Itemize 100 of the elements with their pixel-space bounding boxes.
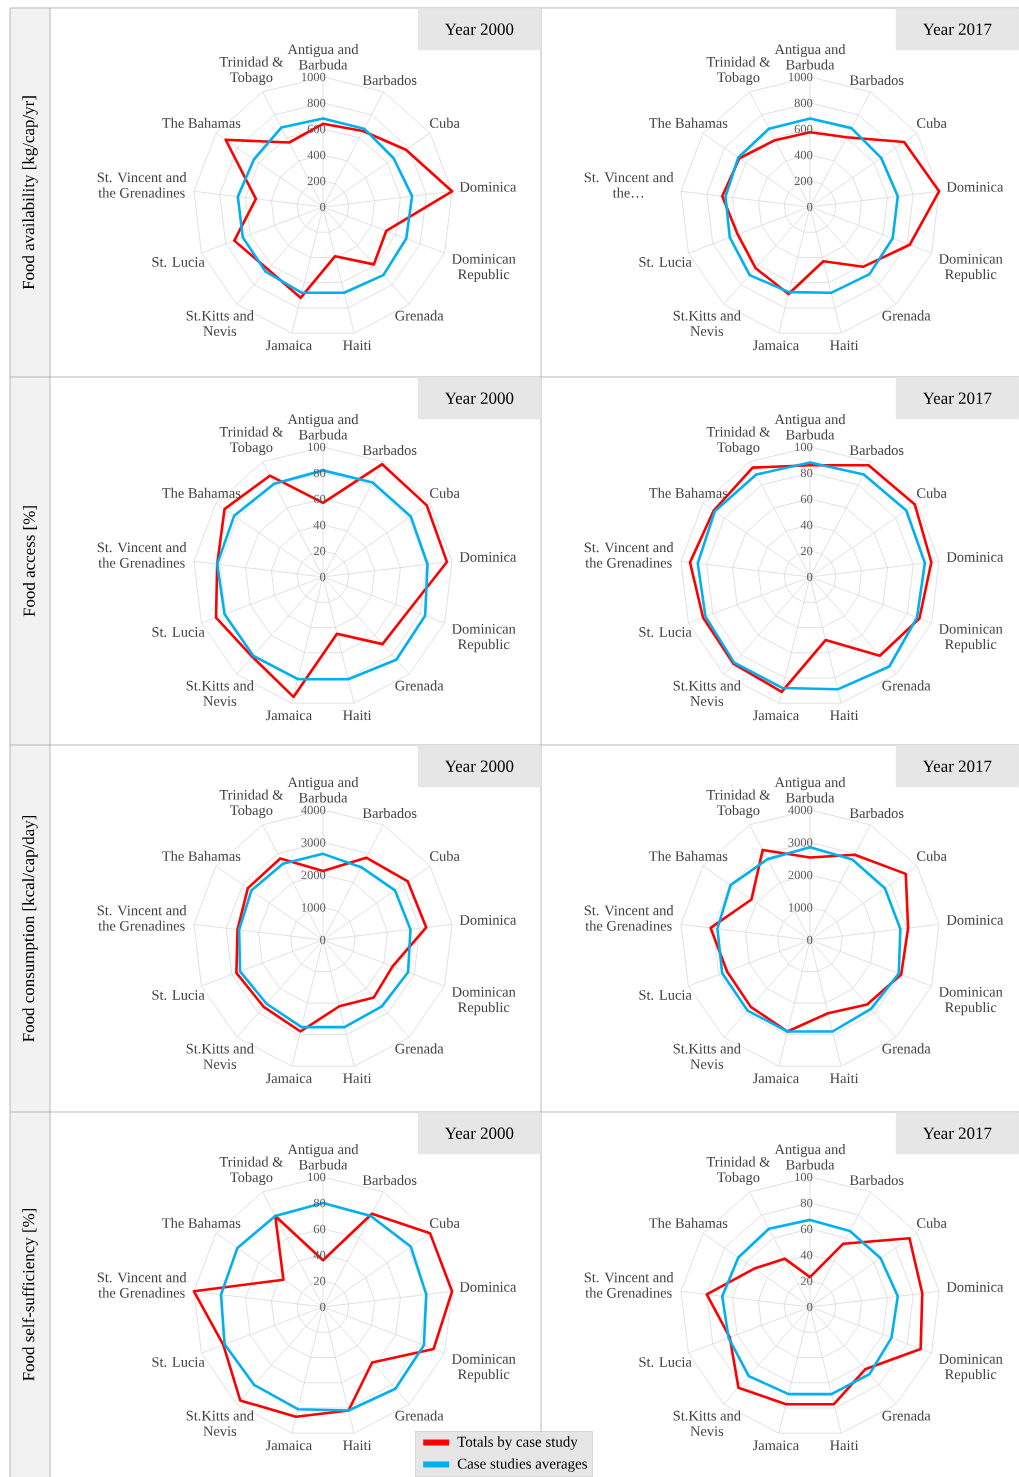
spoke-label: Dominican Republic	[452, 624, 516, 653]
spoke-label: Haiti	[343, 1073, 372, 1084]
spoke-label: Grenada	[395, 1043, 444, 1054]
y-tick-label: 0	[807, 935, 813, 945]
spoke-label: Trinidad & Tobago	[219, 56, 284, 86]
y-tick-label: 200	[794, 176, 813, 186]
spoke-label: Dominican Republic	[452, 254, 516, 283]
spoke-label: St.Kitts and Nevis	[673, 1043, 741, 1069]
y-tick-label: 0	[320, 572, 326, 582]
y-tick-label: 40	[800, 520, 813, 530]
y-tick-label: 40	[800, 1250, 813, 1260]
legend-label: Totals by case study	[457, 1436, 578, 1450]
spoke-label: The Bahamas	[649, 1217, 728, 1228]
y-tick-label: 100	[308, 442, 326, 452]
y-tick-label: 60	[800, 1224, 813, 1234]
spoke-label: St. Vincent and the Grenadines	[584, 905, 674, 931]
y-tick-label: 20	[313, 546, 326, 556]
spoke-label: Dominica	[946, 915, 1004, 925]
spoke-label: St.Kitts and Nevis	[186, 1410, 254, 1436]
spoke-label: St. Vincent and the Grenadines	[97, 1272, 187, 1298]
spoke-label: Dominican Republic	[939, 624, 1003, 653]
spoke-label: Grenada	[882, 1410, 931, 1421]
chart-title: Year 2017	[922, 23, 992, 35]
spoke-label: The Bahamas	[162, 487, 241, 498]
spoke-label: Antigua and Barbuda	[287, 43, 359, 70]
spoke-label: Antigua and Barbuda	[774, 413, 846, 440]
spoke-label: Dominica	[459, 182, 517, 192]
spoke-label: St. Lucia	[152, 257, 205, 267]
spoke-label: St. Lucia	[639, 1357, 692, 1367]
chart-title: Year 2017	[922, 392, 992, 404]
y-tick-label: 60	[313, 1224, 326, 1234]
y-tick-label: 4000	[301, 805, 326, 815]
y-tick-label: 1000	[301, 72, 326, 82]
spoke-label: St. Lucia	[639, 257, 692, 267]
spoke-label: St.Kitts and Nevis	[186, 310, 254, 336]
spoke-label: Jamaica	[752, 710, 799, 721]
spoke-label: St. Vincent and the Grenadines	[584, 542, 674, 568]
spoke-label: Dominican Republic	[452, 1354, 516, 1383]
y-tick-label: 20	[800, 546, 813, 556]
spoke-label: Jamaica	[265, 1073, 312, 1084]
chart-title: Year 2000	[444, 392, 514, 404]
spoke-label: Dominican Republic	[939, 1354, 1003, 1383]
spoke-label: Jamaica	[752, 1440, 799, 1451]
spoke-label: Dominica	[459, 1282, 517, 1292]
text: Food consumption [kcal/cap/day]	[22, 815, 38, 1042]
y-tick-label: 80	[800, 1198, 813, 1208]
spoke-label: Grenada	[882, 310, 931, 321]
y-tick-label: 2000	[788, 870, 813, 880]
spoke-label: Cuba	[430, 117, 460, 128]
text: Food access [%]	[22, 506, 38, 617]
spoke-label: Antigua and Barbuda	[287, 413, 359, 440]
text: Food self-sufficiency [%]	[22, 1208, 38, 1381]
spoke-label: Trinidad & Tobago	[706, 56, 771, 86]
spoke-label: St. Vincent and the Grenadines	[97, 172, 187, 198]
y-tick-label: 0	[320, 935, 326, 945]
spoke-label: Jamaica	[752, 1073, 799, 1084]
spoke-label: Dominica	[459, 915, 517, 925]
spoke-label: Antigua and Barbuda	[774, 43, 846, 70]
spoke-label: Barbados	[362, 74, 417, 86]
spoke-label: Barbados	[849, 444, 904, 456]
spoke-label: Cuba	[917, 1217, 947, 1228]
spoke-label: Jamaica	[752, 340, 799, 351]
spoke-label: Grenada	[395, 1410, 444, 1421]
y-tick-label: 4000	[788, 805, 813, 815]
spoke-label: Grenada	[395, 310, 444, 321]
y-tick-label: 60	[800, 494, 813, 504]
y-tick-label: 20	[800, 1276, 813, 1286]
spoke-label: St. Lucia	[152, 627, 205, 637]
spoke-label: The Bahamas	[162, 117, 241, 128]
spoke-label: St. Lucia	[152, 990, 205, 1000]
spoke-label: St.Kitts and Nevis	[673, 680, 741, 706]
spoke-label: Haiti	[830, 1073, 859, 1084]
spoke-label: St. Vincent and the Grenadines	[97, 905, 187, 931]
spoke-label: Dominican Republic	[939, 987, 1003, 1016]
spoke-label: Barbados	[362, 444, 417, 456]
spoke-label: St. Vincent and the…	[584, 172, 674, 198]
y-tick-label: 0	[807, 572, 813, 582]
spoke-label: Barbados	[362, 1174, 417, 1186]
spoke-label: Trinidad & Tobago	[219, 789, 284, 819]
y-tick-label: 100	[795, 1172, 813, 1182]
spoke-label: Cuba	[917, 117, 947, 128]
spoke-label: St. Vincent and the Grenadines	[584, 1272, 674, 1298]
spoke-label: Haiti	[343, 1440, 372, 1451]
spoke-label: Jamaica	[265, 1440, 312, 1451]
spoke-label: St.Kitts and Nevis	[673, 1410, 741, 1436]
spoke-label: Haiti	[343, 340, 372, 351]
y-tick-label: 2000	[301, 870, 326, 880]
spoke-label: Cuba	[430, 487, 460, 498]
y-tick-label: 400	[794, 150, 813, 160]
y-tick-label: 40	[313, 520, 326, 530]
y-tick-label: 3000	[788, 838, 813, 847]
y-tick-label: 100	[795, 442, 813, 452]
spoke-label: Haiti	[343, 710, 372, 721]
spoke-label: Jamaica	[265, 710, 312, 721]
y-tick-label: 0	[807, 1302, 813, 1312]
spoke-label: Haiti	[830, 1440, 859, 1451]
spoke-label: Barbados	[849, 74, 904, 86]
y-tick-label: 0	[320, 202, 326, 212]
spoke-label: Dominica	[946, 182, 1004, 192]
spoke-label: Antigua and Barbuda	[287, 1143, 359, 1170]
